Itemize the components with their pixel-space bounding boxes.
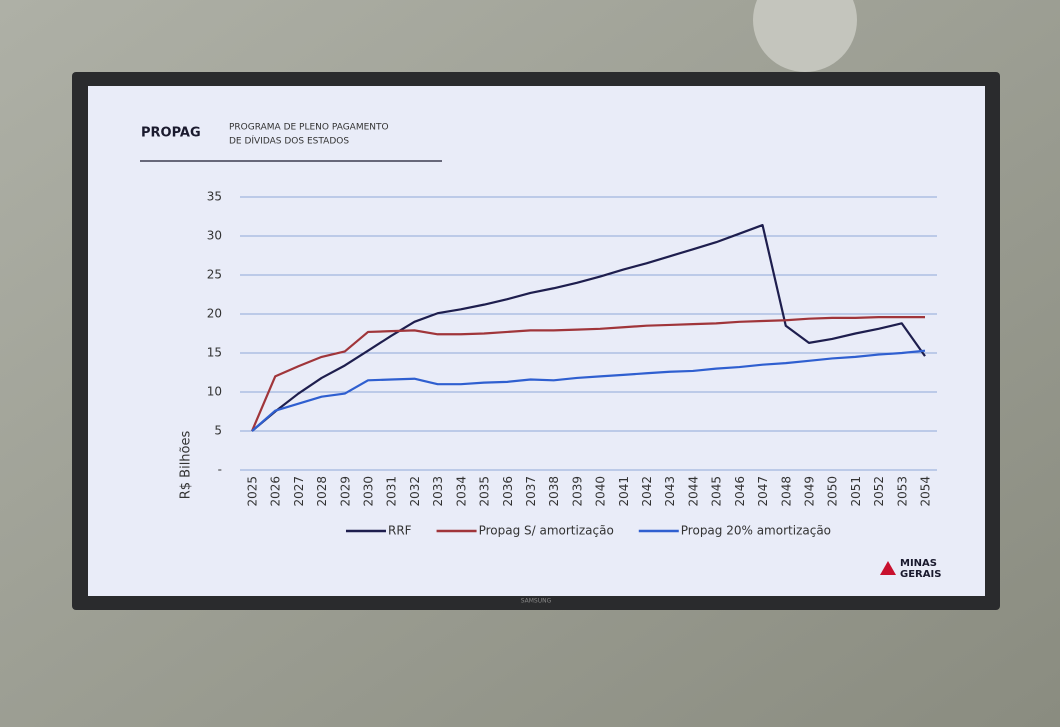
x-tick-label: 2040	[594, 476, 608, 507]
y-tick-label: 30	[207, 229, 222, 243]
x-tick-label: 2029	[338, 476, 352, 507]
x-tick-label: 2049	[802, 476, 816, 507]
x-tick-label: 2047	[756, 476, 770, 507]
x-tick-label: 2054	[919, 476, 933, 507]
x-tick-label: 2048	[779, 476, 793, 507]
legend-label: Propag S/ amortização	[479, 524, 614, 538]
chart-title: PROPAG	[141, 126, 201, 141]
x-tick-label: 2031	[385, 476, 399, 507]
x-tick-label: 2026	[269, 476, 283, 507]
x-tick-label: 2046	[733, 476, 747, 507]
x-tick-label: 2027	[292, 476, 306, 507]
x-tick-label: 2050	[826, 476, 840, 507]
ceiling-fixture	[753, 0, 857, 72]
y-tick-label: 5	[214, 424, 222, 438]
y-tick-label: 20	[207, 307, 222, 321]
series-line	[251, 223, 926, 432]
chart-subtitle: PROGRAMA DE PLENO PAGAMENTO	[229, 123, 389, 133]
y-tick-label: 25	[207, 268, 222, 282]
x-tick-label: 2034	[454, 476, 468, 507]
x-tick-label: 2052	[872, 476, 886, 507]
x-tick-label: 2044	[686, 476, 700, 507]
y-tick-label: 15	[207, 346, 222, 360]
x-tick-label: 2041	[617, 476, 631, 507]
x-tick-label: 2053	[895, 476, 909, 507]
x-tick-label: 2045	[710, 476, 724, 507]
x-tick-label: 2042	[640, 476, 654, 507]
series-line	[251, 349, 926, 432]
x-tick-label: 2037	[524, 476, 538, 507]
series-line	[250, 316, 925, 432]
x-tick-label: 2030	[362, 476, 376, 507]
y-tick-label: 35	[207, 190, 222, 204]
x-tick-label: 2033	[431, 476, 445, 507]
x-tick-label: 2028	[315, 476, 329, 507]
x-tick-label: 2039	[570, 476, 584, 507]
legend-label: RRF	[388, 524, 412, 538]
x-tick-label: 2025	[246, 476, 260, 507]
y-tick-label: -	[218, 463, 222, 477]
legend-label: Propag 20% amortização	[681, 524, 831, 538]
logo-text: GERAIS	[900, 569, 941, 580]
logo-text: MINAS	[900, 558, 937, 569]
x-tick-label: 2051	[849, 476, 863, 507]
x-tick-label: 2036	[501, 476, 515, 507]
logo-mark	[880, 561, 896, 575]
bezel-brand: SAMSUNG	[521, 598, 552, 605]
x-tick-label: 2035	[478, 476, 492, 507]
x-tick-label: 2032	[408, 476, 422, 507]
chart-subtitle: DE DÍVIDAS DOS ESTADOS	[229, 135, 349, 147]
y-axis-label: R$ Bilhões	[179, 431, 194, 500]
x-tick-label: 2043	[663, 476, 677, 507]
y-tick-label: 10	[207, 385, 222, 399]
x-tick-label: 2038	[547, 476, 561, 507]
screen	[88, 86, 985, 596]
